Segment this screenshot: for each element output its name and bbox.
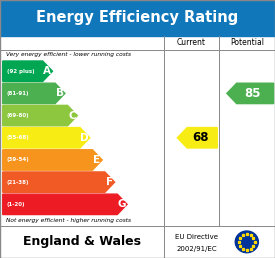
Text: B: B xyxy=(56,88,64,98)
Text: EU Directive: EU Directive xyxy=(175,234,218,240)
Text: (81-91): (81-91) xyxy=(7,91,29,96)
Polygon shape xyxy=(3,61,53,82)
Text: Very energy efficient - lower running costs: Very energy efficient - lower running co… xyxy=(6,52,131,58)
Text: (55-68): (55-68) xyxy=(7,135,30,140)
Bar xyxy=(0,226,275,258)
Text: (39-54): (39-54) xyxy=(7,157,30,163)
Text: G: G xyxy=(117,199,126,209)
Polygon shape xyxy=(3,150,102,170)
Polygon shape xyxy=(3,172,115,192)
Polygon shape xyxy=(227,83,274,104)
Text: (21-38): (21-38) xyxy=(7,180,29,185)
Polygon shape xyxy=(177,127,217,148)
Text: Current: Current xyxy=(177,38,206,47)
Polygon shape xyxy=(3,194,127,215)
Text: (92 plus): (92 plus) xyxy=(7,69,34,74)
Text: (69-80): (69-80) xyxy=(7,113,29,118)
Text: 2002/91/EC: 2002/91/EC xyxy=(176,246,217,252)
Bar xyxy=(0,36,275,50)
Polygon shape xyxy=(3,83,65,104)
Text: E: E xyxy=(93,155,100,165)
Text: England & Wales: England & Wales xyxy=(23,235,141,248)
Text: Potential: Potential xyxy=(230,38,264,47)
Text: C: C xyxy=(68,111,76,120)
Text: 85: 85 xyxy=(245,87,261,100)
Text: A: A xyxy=(43,66,51,76)
Text: F: F xyxy=(106,177,113,187)
Text: D: D xyxy=(80,133,89,143)
Bar xyxy=(0,0,275,36)
Text: (1-20): (1-20) xyxy=(7,202,25,207)
Text: Energy Efficiency Rating: Energy Efficiency Rating xyxy=(36,10,239,25)
Polygon shape xyxy=(3,127,90,148)
Text: Not energy efficient - higher running costs: Not energy efficient - higher running co… xyxy=(6,218,131,223)
Circle shape xyxy=(235,231,258,253)
Polygon shape xyxy=(3,105,77,126)
Text: 68: 68 xyxy=(192,131,208,144)
